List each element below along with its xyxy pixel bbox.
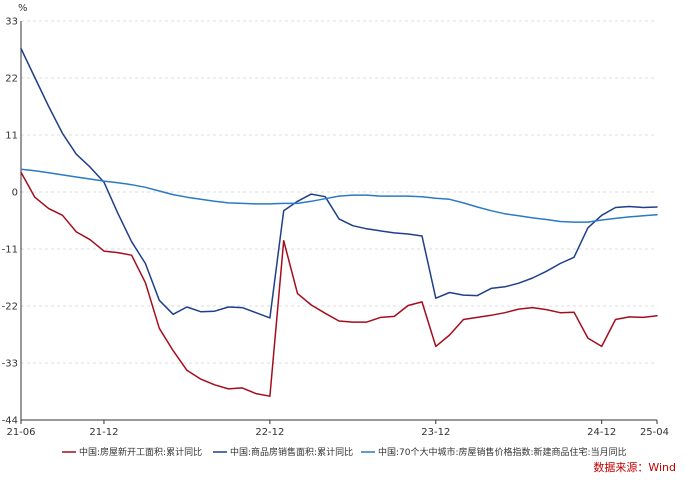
y-axis-unit-label: % [18, 3, 28, 14]
series-line-3 [20, 168, 658, 223]
y-tick-label: 11 [5, 131, 18, 142]
y-tick-label: -33 [2, 359, 18, 370]
x-tick-label: 23-12 [421, 427, 450, 438]
y-tick-label: -44 [2, 416, 18, 427]
x-tick-label: 21-06 [6, 427, 35, 438]
legend-label: 中国:商品房销售面积:累计同比 [230, 446, 353, 458]
series-line-1 [20, 171, 658, 397]
series-lines [20, 47, 658, 397]
x-tick-label: 24-12 [587, 427, 616, 438]
series-line-2 [20, 47, 658, 319]
y-tick-label: 33 [5, 17, 18, 28]
legend-label: 中国:70个大中城市:房屋销售价格指数:新建商品住宅:当月同比 [378, 446, 627, 458]
y-tick-label: -11 [2, 245, 18, 256]
x-tick-label: 22-12 [255, 427, 284, 438]
x-tick-label: 25-04 [640, 427, 669, 438]
legend-label: 中国:房屋新开工面积:累计同比 [79, 446, 202, 458]
y-tick-label: 22 [5, 74, 18, 85]
legend: 中国:房屋新开工面积:累计同比 中国:商品房销售面积:累计同比 中国:70个大中城市… [62, 446, 627, 458]
x-tick-label: 21-12 [89, 427, 118, 438]
data-source-label: 数据来源：Wind [593, 460, 676, 474]
y-tick-label: -22 [2, 302, 18, 313]
y-tick-label: 0 [12, 188, 18, 199]
grid-lines [21, 20, 657, 364]
